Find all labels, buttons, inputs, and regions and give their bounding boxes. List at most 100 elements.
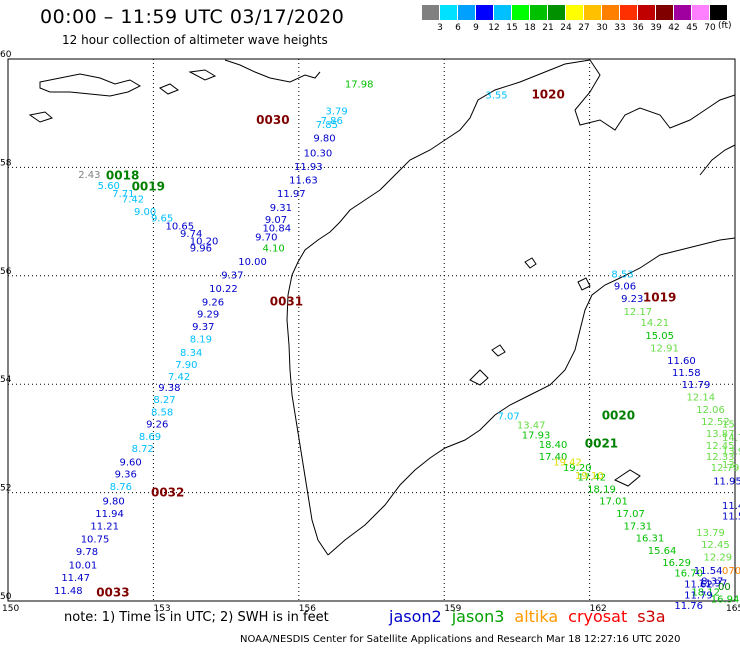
legend-tick: 39 bbox=[650, 23, 662, 33]
wave-height-value: 11.60 bbox=[667, 356, 696, 367]
satellite-name: altika bbox=[514, 607, 559, 626]
wave-height-value: 11.48 bbox=[54, 586, 83, 597]
pass-time-label: 0031 bbox=[270, 295, 303, 309]
satellite-name: cryosat bbox=[568, 607, 628, 626]
lat-label: 56 bbox=[0, 267, 12, 277]
wave-height-value: 5.60 bbox=[98, 181, 120, 192]
legend-tick: 12 bbox=[488, 23, 500, 33]
legend-tick: 33 bbox=[614, 23, 626, 33]
footer-note: note: 1) Time is in UTC; 2) SWH is in fe… bbox=[64, 610, 329, 625]
wave-height-value: 11.93 bbox=[294, 162, 323, 173]
track-0018-0019: 2.435.607.717.429.009.6510.659.7410.209.… bbox=[78, 170, 218, 254]
wave-height-value: 10.84 bbox=[262, 223, 291, 234]
wave-height-value: 17.98 bbox=[345, 80, 374, 91]
legend-swatch bbox=[566, 5, 583, 20]
track-1019-edge: 15 14.7 13.97 13 bbox=[722, 420, 740, 472]
page-subtitle: 12 hour collection of altimeter wave hei… bbox=[62, 33, 328, 47]
lat-label: 54 bbox=[0, 375, 12, 385]
wave-height-value: 070 bbox=[722, 566, 740, 577]
wave-height-value: 3.79 bbox=[325, 106, 347, 117]
wave-height-value: 7.07 bbox=[498, 411, 520, 422]
wave-height-value: 10.22 bbox=[209, 284, 238, 295]
wave-height-value: 10.30 bbox=[304, 149, 333, 160]
wave-height-value: 9.36 bbox=[115, 469, 137, 480]
wave-height-value: 15.64 bbox=[648, 546, 677, 557]
legend-swatch bbox=[476, 5, 493, 20]
legend-swatch bbox=[674, 5, 691, 20]
pass-time-label: 0020 bbox=[602, 408, 635, 422]
wave-height-value: 8.58 bbox=[151, 408, 173, 419]
wave-height-value: 9.29 bbox=[197, 310, 219, 321]
wave-height-value: 2.43 bbox=[78, 170, 100, 181]
wave-height-value: 11.79 bbox=[682, 380, 711, 391]
wave-height-value: 9.00 bbox=[134, 207, 156, 218]
wave-height-value: 14.7 bbox=[722, 433, 740, 444]
legend-tick: 18 bbox=[524, 23, 536, 33]
legend-tick: 45 bbox=[686, 23, 698, 33]
wave-height-value: 9.07 bbox=[265, 215, 287, 226]
wave-height-value: 11.76 bbox=[674, 601, 703, 612]
track-0031-0032-0033: 9.3710.229.269.299.378.198.347.907.429.3… bbox=[54, 271, 243, 597]
satellite-legend: jason2 jason3 altika cryosat s3a bbox=[389, 607, 676, 626]
lat-label: 50 bbox=[0, 592, 12, 602]
wave-height-value: 15.05 bbox=[645, 331, 674, 342]
legend-tick: 42 bbox=[668, 23, 680, 33]
wave-height-value: 9.23 bbox=[621, 294, 643, 305]
wave-height-value: 9.80 bbox=[103, 497, 125, 508]
wave-height-value: 9.65 bbox=[151, 214, 173, 225]
wave-height-value: 10.00 bbox=[238, 257, 267, 268]
track-0030: 17.98 3.797.867.85 9.80 10.30 11.93 11.63 11.9… bbox=[238, 80, 373, 268]
wave-height-value: 13 bbox=[722, 460, 735, 471]
wave-height-value: 12.45 bbox=[701, 540, 730, 551]
satellite-name: jason2 bbox=[389, 607, 442, 626]
wave-height-value: 13.47 bbox=[517, 421, 546, 432]
wave-height-value: 11.94 bbox=[95, 509, 124, 520]
wave-height-value: 00 bbox=[718, 582, 731, 593]
legend-swatch bbox=[656, 5, 673, 20]
wave-height-value: 12.91 bbox=[650, 344, 679, 355]
pass-time-label: 1019 bbox=[643, 290, 676, 304]
wave-height-value: 9.38 bbox=[158, 383, 180, 394]
wave-height-value: 9.26 bbox=[202, 298, 224, 309]
wave-height-value: 19.20 bbox=[563, 463, 592, 474]
wave-height-value: 11.95 bbox=[713, 476, 740, 487]
wave-height-value: 11.54 bbox=[722, 512, 740, 523]
wave-height-value: 12.33 bbox=[706, 452, 735, 463]
wave-height-value: 12.45 bbox=[706, 441, 735, 452]
wave-height-value: 7.42 bbox=[122, 195, 144, 206]
wave-height-value: 17.07 bbox=[616, 509, 645, 520]
wave-height-value: 7.42 bbox=[168, 372, 190, 383]
wave-height-value: 16.94 bbox=[711, 595, 740, 606]
wave-height-value: 12.52 bbox=[701, 417, 730, 428]
credit-line: NOAA/NESDIS Center for Satellite Applica… bbox=[240, 634, 681, 645]
lat-label: 60 bbox=[0, 50, 12, 60]
legend-tick: 3 bbox=[437, 23, 443, 33]
lon-label: 165 bbox=[726, 604, 740, 614]
legend-swatch bbox=[638, 5, 655, 20]
wave-height-value: 9.96 bbox=[190, 243, 212, 254]
pass-time-label: 0033 bbox=[96, 586, 129, 600]
lon-label: 150 bbox=[2, 604, 19, 614]
wave-height-value: 8.37 bbox=[701, 577, 723, 588]
wave-height-value: 11.54 bbox=[694, 566, 723, 577]
legend-swatch bbox=[494, 5, 511, 20]
wave-height-value: 9.70 bbox=[255, 233, 277, 244]
wave-height-value: 9.60 bbox=[119, 458, 141, 469]
legend-swatch bbox=[422, 5, 439, 20]
legend-swatch bbox=[512, 5, 529, 20]
wave-height-value: 9.74 bbox=[180, 229, 202, 240]
wave-height-value: 8.34 bbox=[180, 348, 202, 359]
legend-swatch bbox=[548, 5, 565, 20]
wave-height-value: 17.31 bbox=[624, 521, 653, 532]
wave-height-value: 11.79 bbox=[684, 590, 713, 601]
wave-height-value: 17.40 bbox=[539, 452, 568, 463]
legend-swatch bbox=[440, 5, 457, 20]
wave-height-value: 12.79 bbox=[711, 463, 740, 474]
legend-tick: 30 bbox=[596, 23, 608, 33]
pass-time-label: 0032 bbox=[151, 485, 184, 499]
lon-label: 159 bbox=[444, 604, 461, 614]
wave-height-value: 12.29 bbox=[703, 552, 732, 563]
